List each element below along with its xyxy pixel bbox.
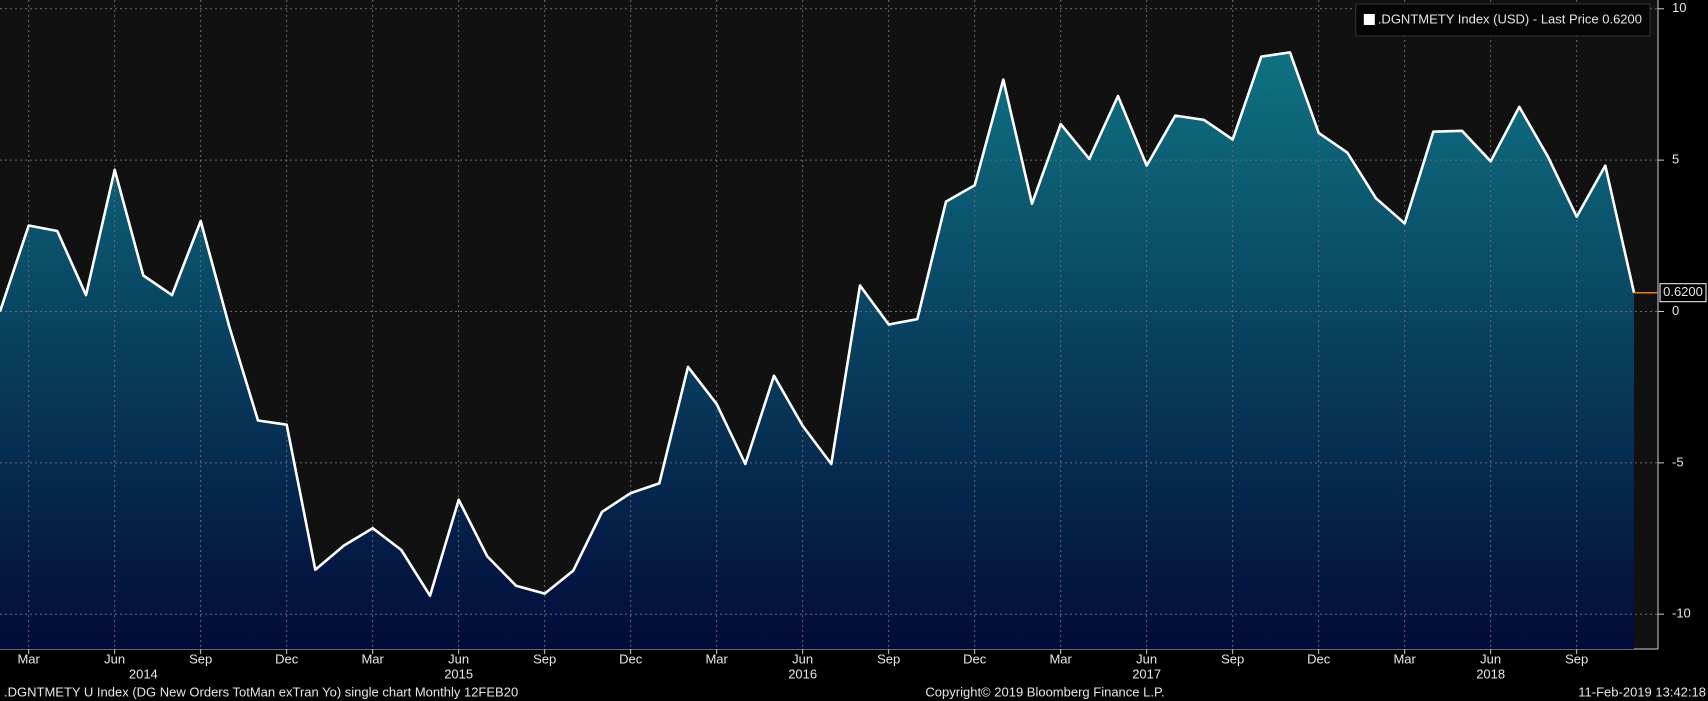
grid-layer — [0, 0, 1658, 649]
last-price-label: 0.6200 — [1663, 284, 1703, 299]
footer-right: 11-Feb-2019 13:42:18 — [1578, 684, 1706, 699]
y-tick-label: -5 — [1672, 454, 1684, 469]
x-tick-label: Dec — [963, 651, 987, 666]
x-tick-label: Sep — [1565, 651, 1588, 666]
x-tick-label: Dec — [1307, 651, 1331, 666]
y-tick-label: 10 — [1672, 0, 1686, 15]
x-year-label: 2014 — [129, 666, 158, 681]
x-tick-label: Jun — [1480, 651, 1501, 666]
legend-box — [1355, 3, 1651, 37]
x-tick-label: Dec — [275, 651, 299, 666]
y-tick-label: -10 — [1672, 606, 1691, 621]
x-tick-label: Sep — [1221, 651, 1244, 666]
x-tick-label: Dec — [619, 651, 643, 666]
footer-left: .DGNTMETY U Index (DG New Orders TotMan … — [4, 684, 518, 699]
x-year-label: 2017 — [1132, 666, 1161, 681]
x-tick-label: Sep — [533, 651, 556, 666]
x-year-label: 2016 — [788, 666, 817, 681]
last-price-box — [1659, 283, 1707, 303]
x-tick-label: Mar — [705, 651, 728, 666]
x-tick-label: Jun — [104, 651, 125, 666]
x-year-label: 2018 — [1476, 666, 1505, 681]
legend: .DGNTMETY Index (USD) - Last Price 0.620… — [1355, 3, 1651, 37]
y-tick-label: 0 — [1672, 303, 1679, 318]
x-tick-label: Mar — [1049, 651, 1072, 666]
series-line — [0, 51, 1636, 597]
legend-label: .DGNTMETY Index (USD) - Last Price 0.620… — [1378, 11, 1642, 26]
x-tick-label: Jun — [1136, 651, 1157, 666]
x-tick-label: Mar — [361, 651, 384, 666]
legend-swatch — [1363, 14, 1375, 25]
x-tick-label: Mar — [1393, 651, 1416, 666]
x-year-label: 2015 — [444, 666, 473, 681]
x-tick-label: Jun — [792, 651, 813, 666]
x-tick-label: Sep — [877, 651, 900, 666]
footer-center: Copyright© 2019 Bloomberg Finance L.P. — [925, 684, 1164, 699]
x-tick-label: Jun — [448, 651, 469, 666]
area-fill — [0, 52, 1634, 649]
x-tick-label: Sep — [189, 651, 212, 666]
x-tick-label: Mar — [17, 651, 40, 666]
y-tick-label: 5 — [1672, 152, 1679, 167]
